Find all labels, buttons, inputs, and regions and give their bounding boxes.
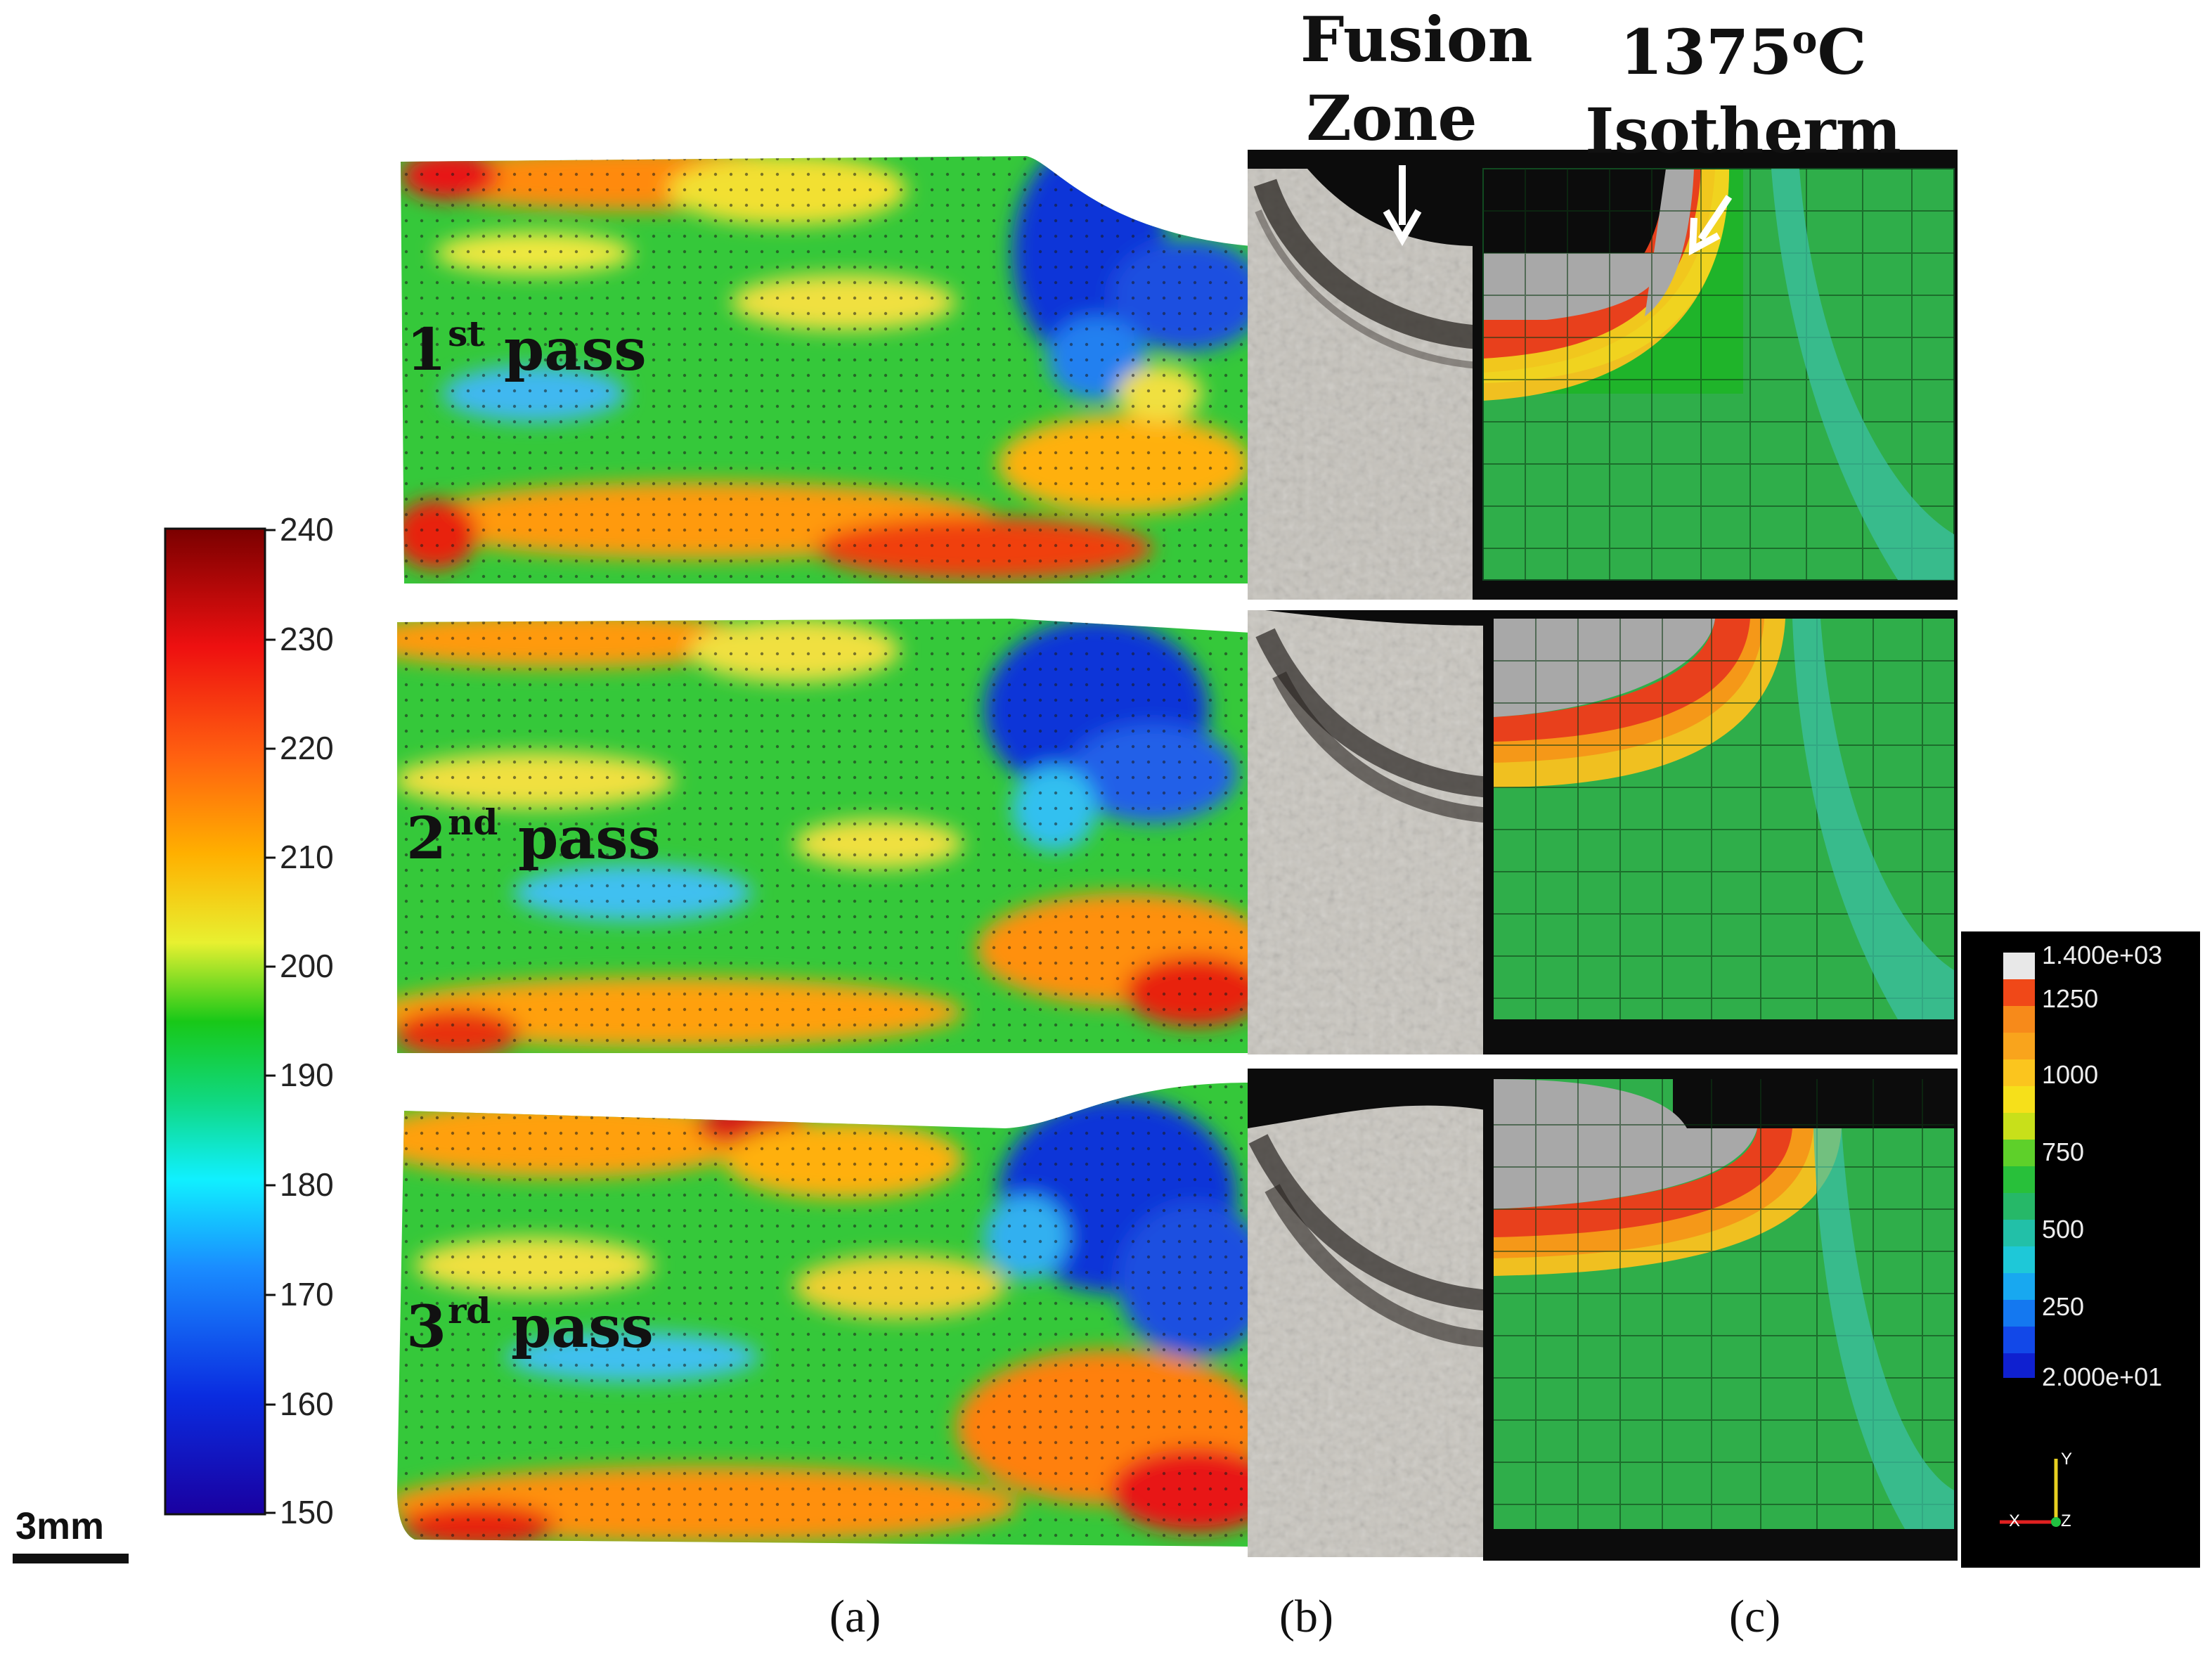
- heading-isotherm-value: 1375: [1619, 15, 1792, 89]
- pass-label-3: 3rd pass: [406, 1290, 654, 1361]
- heading-fusion-zone: Fusion Zone: [1265, 0, 1533, 157]
- colorbar-tick: 150: [280, 1494, 334, 1530]
- pass-1-word: pass: [503, 316, 647, 384]
- axis-label-y: Y: [2061, 1450, 2073, 1469]
- colorbar-tick: 230: [280, 621, 334, 657]
- pass-2-number: 2: [406, 805, 447, 872]
- heading-isotherm: 1375oC Isotherm: [1574, 0, 1912, 170]
- hardness-map-pass1: [401, 156, 1251, 583]
- colorbar-tick: 210: [280, 839, 334, 875]
- scale-bar-label: 3mm: [15, 1505, 105, 1547]
- temp-legend-label: 1000: [2042, 1060, 2099, 1089]
- temp-legend-max: 1.400e+03: [2042, 941, 2163, 969]
- axis-triad: [2000, 1459, 2061, 1527]
- colorbar-tick: 220: [280, 730, 334, 766]
- heading-isotherm-temp: 1375oC: [1574, 0, 1912, 91]
- pass-3-suffix: rd: [448, 1290, 491, 1331]
- hardness-map-pass2: [397, 619, 1251, 1053]
- heading-isotherm-unit: C: [1817, 15, 1867, 89]
- hardness-colorbar: [164, 527, 266, 1516]
- pass-3-word: pass: [510, 1294, 654, 1361]
- temperature-legend-bar: [2003, 953, 2035, 1378]
- panel-label-b: (b): [1279, 1591, 1333, 1642]
- axis-label-z: Z: [2061, 1511, 2071, 1530]
- fe-map-pass2: [1483, 610, 1958, 1054]
- colorbar-tick: 240: [280, 511, 334, 548]
- temp-legend-label: 750: [2042, 1137, 2085, 1166]
- temp-legend-min: 2.000e+01: [2042, 1362, 2163, 1391]
- fe-map-pass3: [1483, 1069, 1958, 1561]
- axis-label-x: X: [2009, 1511, 2021, 1530]
- temp-legend-label: 500: [2042, 1215, 2085, 1244]
- heading-fusion-zone-text: Fusion Zone: [1300, 3, 1533, 155]
- pass-2-suffix: nd: [448, 801, 498, 843]
- pass-1-number: 1: [406, 316, 447, 384]
- temperature-legend-box: [1961, 931, 2200, 1568]
- hardness-map-pass3: [397, 1083, 1251, 1547]
- colorbar-tick: 160: [280, 1386, 334, 1422]
- colorbar-tick: 190: [280, 1057, 334, 1093]
- micrograph-pass1: [1248, 150, 1481, 600]
- pass-1-suffix: st: [448, 313, 484, 354]
- hardness-colorbar-ticks: [265, 529, 276, 1514]
- heading-isotherm-label: Isotherm: [1585, 94, 1901, 167]
- scale-bar: [13, 1554, 129, 1563]
- pass-3-number: 3: [406, 1294, 447, 1361]
- pass-2-word: pass: [517, 805, 661, 872]
- micrograph-pass3: [1248, 1069, 1492, 1557]
- heading-isotherm-degree: o: [1792, 17, 1818, 62]
- pass-label-1: 1st pass: [406, 313, 647, 384]
- colorbar-tick: 170: [280, 1276, 334, 1313]
- colorbar-tick: 200: [280, 948, 334, 984]
- panel-label-c: (c): [1729, 1591, 1781, 1642]
- colorbar-tick: 180: [280, 1166, 334, 1203]
- micrograph-pass2: [1248, 610, 1492, 1054]
- fe-map-pass1: [1473, 150, 1958, 600]
- temp-legend-label: 250: [2042, 1292, 2085, 1321]
- temp-legend-label: 1250: [2042, 984, 2099, 1013]
- pass-label-2: 2nd pass: [406, 801, 661, 872]
- panel-label-a: (a): [829, 1591, 881, 1642]
